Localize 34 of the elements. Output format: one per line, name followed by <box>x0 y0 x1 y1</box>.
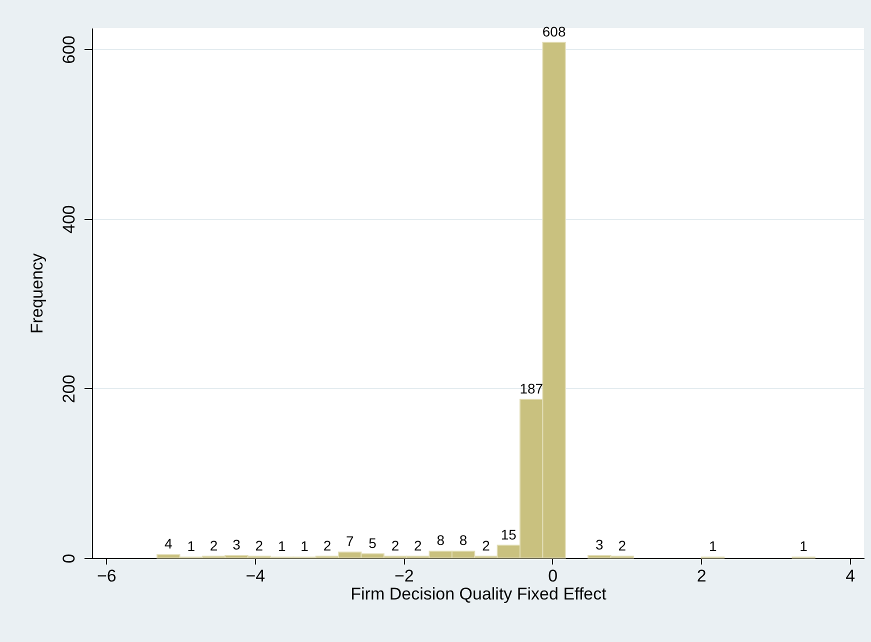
data-label: 2 <box>210 537 218 554</box>
data-label: 3 <box>232 536 241 552</box>
x-tick-label: −6 <box>96 566 116 586</box>
data-label: 187 <box>520 380 544 396</box>
data-label: 2 <box>323 537 332 554</box>
x-tick-label: 2 <box>696 566 706 586</box>
data-label: 2 <box>414 537 422 554</box>
data-label: 2 <box>482 537 490 554</box>
data-label: 1 <box>800 538 808 554</box>
data-label: 15 <box>500 526 517 542</box>
data-label: 1 <box>708 538 717 554</box>
y-axis-title: Frequency <box>28 252 46 334</box>
data-label: 8 <box>459 532 468 548</box>
data-label: 2 <box>255 537 264 554</box>
x-tick-label: 4 <box>846 566 856 586</box>
y-tick-label: 600 <box>60 36 78 64</box>
x-tick-label: 0 <box>548 566 558 586</box>
data-label: 3 <box>596 536 604 552</box>
data-label: 4 <box>164 536 173 552</box>
data-label: 7 <box>346 533 354 550</box>
x-axis-title: Firm Decision Quality Fixed Effect <box>350 584 607 604</box>
data-label: 608 <box>542 23 566 40</box>
x-tick-label: −4 <box>246 566 266 586</box>
data-label: 5 <box>368 534 377 551</box>
data-label: 8 <box>436 532 445 548</box>
data-label: 1 <box>187 538 196 554</box>
x-tick-label: −2 <box>394 566 414 586</box>
data-label: 1 <box>300 538 309 554</box>
data-label: 1 <box>278 538 286 554</box>
data-label: 2 <box>391 537 400 554</box>
y-tick-label: 200 <box>60 374 78 404</box>
data-label: 2 <box>618 537 626 554</box>
y-tick-label: 400 <box>60 205 78 234</box>
y-tick-label: 0 <box>60 554 78 564</box>
